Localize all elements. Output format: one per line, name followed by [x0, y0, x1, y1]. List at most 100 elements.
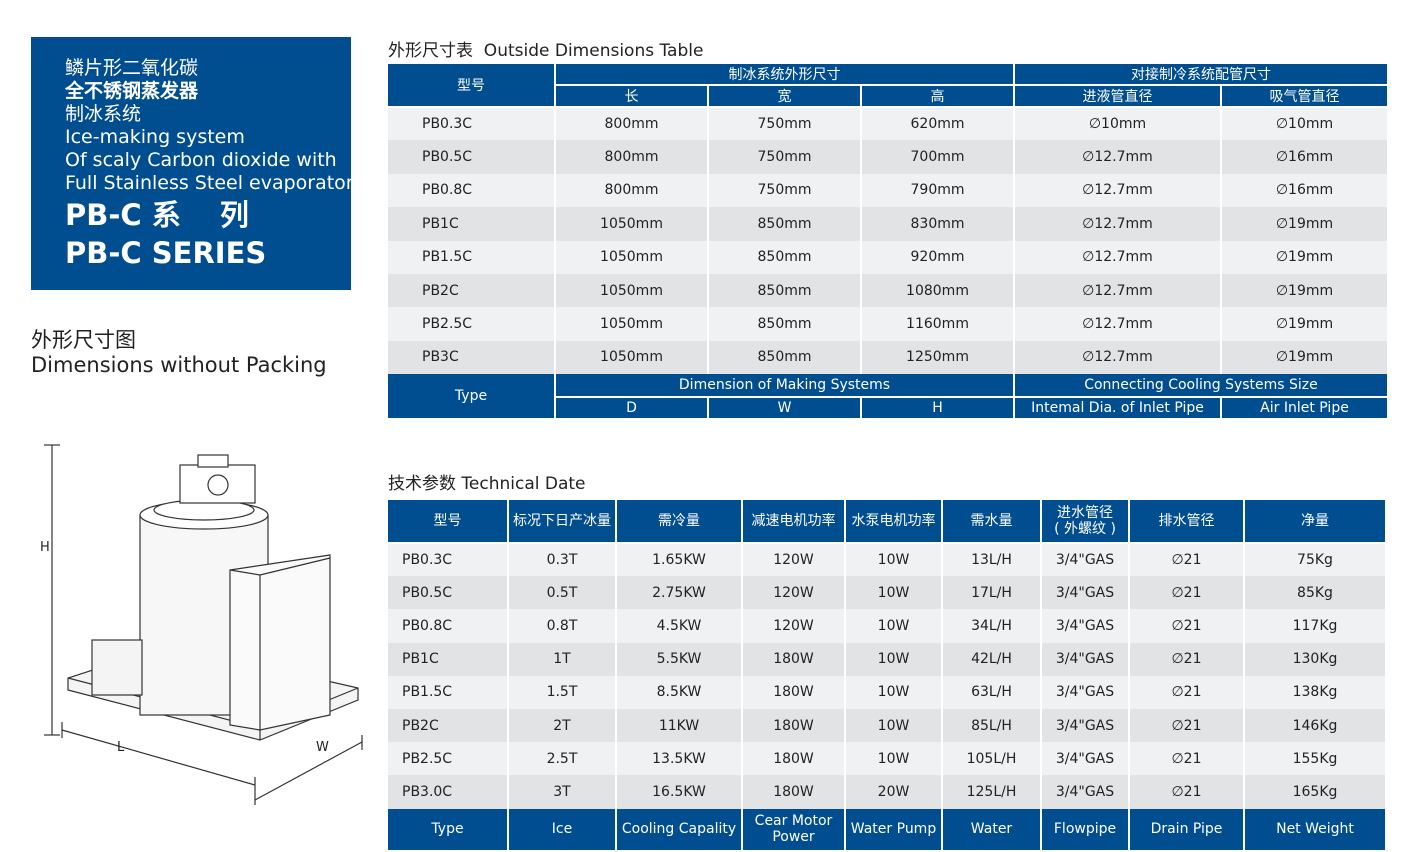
table-cell: 3T	[508, 775, 617, 809]
table-row: PB1C 1050mm 850mm 830mm ∅12.7mm ∅19mm	[388, 207, 1389, 241]
table-cell: 790mm	[861, 173, 1015, 208]
technical-table: 型号 标况下日产冰量 需冷量 减速电机功率 水泵电机功率 需水量 进水管径 ( 外螺纹 ) 排…	[388, 500, 1387, 852]
table-row: PB1.5C 1.5T 8.5KW 180W 10W 63L/H 3/4"GAS ∅21 138…	[388, 675, 1387, 709]
table-row: PB2.5C 2.5T 13.5KW 180W 10W 105L/H 3/4"GAS ∅21 1…	[388, 742, 1387, 776]
header-group-pipes: 对接制冷系统配管尺寸	[1014, 64, 1389, 86]
table-cell: 1050mm	[555, 207, 709, 241]
column-footer: Type	[388, 808, 509, 852]
table-cell: 180W	[742, 742, 846, 776]
table-cell: 1050mm	[555, 273, 709, 308]
model-cell: PB2C	[388, 708, 509, 743]
table-cell: 1.5T	[508, 675, 617, 709]
table-cell: ∅21	[1129, 609, 1245, 643]
table-cell: 165Kg	[1244, 775, 1387, 809]
table-cell: 3/4"GAS	[1041, 642, 1130, 676]
column-header: 水泵电机功率	[845, 500, 943, 544]
column-header: 吸气管直径	[1221, 85, 1389, 108]
column-header: 标况下日产冰量	[508, 500, 617, 544]
table-cell: 830mm	[861, 207, 1015, 241]
table-row: PB3.0C 3T 16.5KW 180W 20W 125L/H 3/4"GAS ∅21 165…	[388, 775, 1387, 809]
table-row: PB0.8C 0.8T 4.5KW 120W 10W 34L/H 3/4"GAS ∅21 117…	[388, 609, 1387, 643]
table-cell: ∅10mm	[1221, 107, 1389, 141]
table-cell: ∅10mm	[1014, 107, 1222, 141]
table-cell: 20W	[845, 775, 943, 809]
table-cell: 10W	[845, 576, 943, 610]
intro-en-1: Ice-making system	[65, 126, 245, 148]
table-row: PB2.5C 1050mm 850mm 1160mm ∅12.7mm ∅19mm	[388, 307, 1389, 341]
table-cell: 146Kg	[1244, 708, 1387, 743]
table-cell: 1T	[508, 642, 617, 676]
dim-h-label: H	[40, 540, 50, 555]
table-cell: 10W	[845, 675, 943, 709]
table-row: PB0.5C 0.5T 2.75KW 120W 10W 17L/H 3/4"GAS ∅21 85…	[388, 576, 1387, 610]
table-cell: 85Kg	[1244, 576, 1387, 610]
table-cell: ∅19mm	[1221, 340, 1389, 375]
table-cell: 750mm	[708, 140, 862, 174]
table-cell: 850mm	[708, 207, 862, 241]
table-cell: 800mm	[555, 107, 709, 141]
table-cell: ∅21	[1129, 708, 1245, 743]
table-cell: 180W	[742, 642, 846, 676]
model-cell: PB0.5C	[388, 576, 509, 610]
table-cell: 3/4"GAS	[1041, 543, 1130, 577]
table-cell: 180W	[742, 675, 846, 709]
dimensions-table: 型号 制冰系统外形尺寸 对接制冷系统配管尺寸 长宽高进液管直径 吸气管直径 PB0.3…	[388, 64, 1389, 421]
table-cell: 750mm	[708, 107, 862, 141]
table-cell: ∅19mm	[1221, 240, 1389, 274]
column-footer: Cear Motor Power	[742, 808, 846, 852]
drawing-title-en: Dimensions without Packing	[31, 353, 327, 377]
intro-cn-3: 制冰系统	[65, 103, 142, 125]
table-cell: ∅19mm	[1221, 207, 1389, 241]
table-cell: 850mm	[708, 340, 862, 375]
table-cell: ∅21	[1129, 775, 1245, 809]
column-footer: Intemal Dia. of Inlet Pipe	[1014, 397, 1222, 421]
table-cell: ∅16mm	[1221, 173, 1389, 208]
table-cell: 42L/H	[942, 642, 1042, 676]
table-row: PB1C 1T 5.5KW 180W 10W 42L/H 3/4"GAS ∅21 130Kg	[388, 642, 1387, 676]
table-cell: 1.65KW	[616, 543, 743, 577]
column-header: 长	[555, 85, 709, 108]
column-footer: W	[708, 397, 862, 421]
table-cell: ∅12.7mm	[1014, 140, 1222, 174]
table-cell: 700mm	[861, 140, 1015, 174]
table-cell: 800mm	[555, 173, 709, 208]
table-cell: 1050mm	[555, 340, 709, 375]
table-cell: 10W	[845, 708, 943, 743]
column-header: 型号	[388, 500, 509, 544]
table-cell: 850mm	[708, 273, 862, 308]
table-cell: 750mm	[708, 173, 862, 208]
machine-drawing	[44, 444, 363, 805]
table-cell: 5.5KW	[616, 642, 743, 676]
table-cell: 4.5KW	[616, 609, 743, 643]
table-cell: 3/4"GAS	[1041, 576, 1130, 610]
table-row: PB2C 2T 11KW 180W 10W 85L/H 3/4"GAS ∅21 146Kg	[388, 708, 1387, 743]
table-cell: 2.75KW	[616, 576, 743, 610]
table-cell: ∅21	[1129, 576, 1245, 610]
table-cell: 105L/H	[942, 742, 1042, 776]
table-cell: 85L/H	[942, 708, 1042, 743]
drawing-title-cn: 外形尺寸图	[31, 328, 136, 352]
column-header: 需水量	[942, 500, 1042, 544]
table-cell: 3/4"GAS	[1041, 675, 1130, 709]
table-cell: 2T	[508, 708, 617, 743]
footer-group-dims: Dimension of Making Systems	[555, 374, 1015, 399]
table-cell: ∅19mm	[1221, 307, 1389, 341]
table-cell: 125L/H	[942, 775, 1042, 809]
footer-type: Type	[388, 374, 556, 421]
table-cell: ∅12.7mm	[1014, 207, 1222, 241]
table-cell: ∅12.7mm	[1014, 173, 1222, 208]
column-footer: Air Inlet Pipe	[1221, 397, 1389, 421]
table-cell: 63L/H	[942, 675, 1042, 709]
model-cell: PB0.8C	[388, 173, 556, 208]
table-cell: 800mm	[555, 140, 709, 174]
table-cell: 75Kg	[1244, 543, 1387, 577]
table-cell: 1250mm	[861, 340, 1015, 375]
intro-panel: 鳞片形二氧化碳 全不锈钢蒸发器 制冰系统 Ice-making system O…	[31, 37, 354, 290]
table-cell: 1160mm	[861, 307, 1015, 341]
table-row: PB1.5C 1050mm 850mm 920mm ∅12.7mm ∅19mm	[388, 240, 1389, 274]
table-cell: 3/4"GAS	[1041, 609, 1130, 643]
model-cell: PB0.5C	[388, 140, 556, 174]
model-cell: PB0.3C	[388, 543, 509, 577]
column-header: 减速电机功率	[742, 500, 846, 544]
table-cell: 34L/H	[942, 609, 1042, 643]
